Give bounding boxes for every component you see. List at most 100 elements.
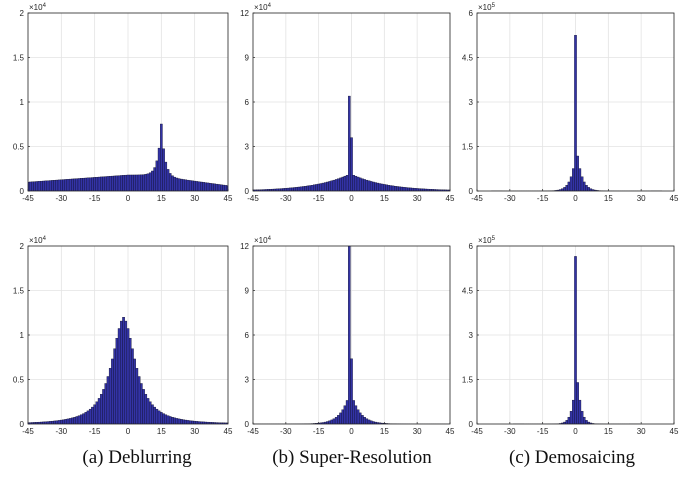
histogram-bar [369, 420, 373, 424]
histogram-bar [328, 420, 331, 424]
histogram-bar [313, 184, 316, 191]
x-tick-label: 45 [224, 194, 233, 203]
histogram-bar [62, 419, 65, 424]
histogram-bar [93, 177, 96, 191]
histogram-bar [302, 186, 305, 191]
histogram-bar [182, 179, 185, 191]
y-tick-label: 9 [245, 54, 250, 63]
histogram-bar [71, 178, 74, 191]
histogram-bar [173, 176, 176, 191]
histogram-bar [122, 175, 125, 191]
histogram-bar [299, 186, 303, 191]
x-tick-label: -30 [504, 427, 516, 436]
histogram-panel-sr-bottom: -45 -30 -15 0 15 30 45 0 3 6 9 12 ×104 [240, 236, 455, 436]
histogram-bar [66, 418, 70, 424]
histogram-bar [334, 417, 338, 424]
histogram-bar [332, 179, 336, 191]
histogram-bar [576, 382, 579, 424]
histogram-bar [565, 185, 569, 191]
histogram-bar [411, 187, 415, 191]
x-tick-label: -45 [247, 194, 259, 203]
histogram-bar [100, 176, 103, 191]
histogram-bar [160, 412, 163, 424]
histogram-bar [171, 417, 174, 424]
x-tick-label: 0 [349, 427, 354, 436]
histogram-bar [120, 320, 123, 424]
histogram-bar [358, 177, 362, 191]
histogram-bars [28, 123, 228, 191]
histogram-bar [111, 175, 114, 191]
x-tick-label: 0 [573, 194, 578, 203]
histogram-bar [350, 137, 353, 191]
x-tick-label: -15 [89, 194, 101, 203]
x-tick-label: -15 [89, 427, 101, 436]
y-tick-label: 1.5 [462, 143, 474, 152]
histogram-bar [120, 175, 123, 191]
histogram-bar [86, 410, 90, 424]
y-tick-label: 0 [469, 187, 474, 196]
histogram-bar [343, 175, 347, 191]
histogram-bar [131, 348, 134, 424]
histogram-bar [204, 182, 208, 191]
x-tick-label: -15 [313, 427, 325, 436]
y-tick-label: 1.5 [462, 376, 474, 385]
histogram-bar [40, 180, 43, 191]
histogram-bar [151, 170, 154, 191]
histogram-bar [142, 389, 145, 424]
histogram-bar [95, 177, 99, 191]
histogram-bar [108, 368, 112, 424]
histogram-bar [334, 179, 338, 191]
histogram-bar [184, 419, 188, 424]
histogram-panel-deblur-top: -45 -30 -15 0 15 30 45 0 0.5 1 1.5 2 ×104 [13, 3, 233, 203]
histogram-bar [361, 178, 364, 191]
histogram-bar [291, 187, 294, 191]
histogram-bar [82, 413, 85, 424]
histogram-bar [102, 176, 105, 191]
histogram-bar [164, 161, 168, 191]
x-tick-label: 45 [446, 427, 455, 436]
histogram-bar [574, 35, 577, 191]
histogram-bars [512, 256, 641, 424]
x-tick-label: 0 [126, 194, 131, 203]
histogram-bar [356, 409, 360, 424]
histogram-bars [253, 95, 450, 191]
histogram-bar [51, 180, 54, 191]
histogram-bar [97, 398, 101, 424]
histogram-bar [374, 182, 377, 191]
histogram-bar [171, 175, 174, 191]
histogram-bar [354, 175, 358, 191]
histogram-bar [106, 376, 110, 424]
histogram-bar [389, 185, 393, 191]
histogram-bar [162, 413, 165, 424]
histogram-bar [310, 185, 314, 191]
histogram-bar [569, 176, 573, 191]
histogram-bar [321, 182, 325, 191]
histogram-bar [164, 414, 168, 424]
histogram-bar [365, 179, 369, 191]
x-tick-label: -15 [537, 427, 549, 436]
histogram-bar [28, 181, 32, 191]
y-tick-label: 4.5 [462, 54, 474, 63]
histogram-bar [396, 186, 399, 191]
y-tick-label: 2 [20, 242, 25, 251]
histogram-bar [75, 178, 79, 191]
histogram-bar [33, 181, 36, 191]
histogram-bar [82, 177, 85, 191]
histogram-bar [64, 419, 68, 424]
y-exponent-label: ×104 [254, 3, 272, 12]
x-tick-label: 15 [604, 427, 613, 436]
x-tick-label: 30 [637, 427, 646, 436]
histogram-bar [383, 184, 386, 191]
y-exponent-label: ×104 [29, 236, 47, 245]
histogram-bar [55, 420, 59, 424]
histogram-bar [354, 405, 358, 424]
histogram-bar [137, 376, 141, 424]
histogram-bar [206, 182, 210, 191]
histogram-bar [385, 184, 388, 191]
histogram-bar [569, 411, 573, 424]
y-tick-label: 0.5 [13, 143, 25, 152]
histogram-bar [104, 383, 108, 424]
histogram-bar [102, 389, 105, 424]
histogram-bar [286, 187, 290, 191]
histogram-bar [572, 399, 575, 424]
